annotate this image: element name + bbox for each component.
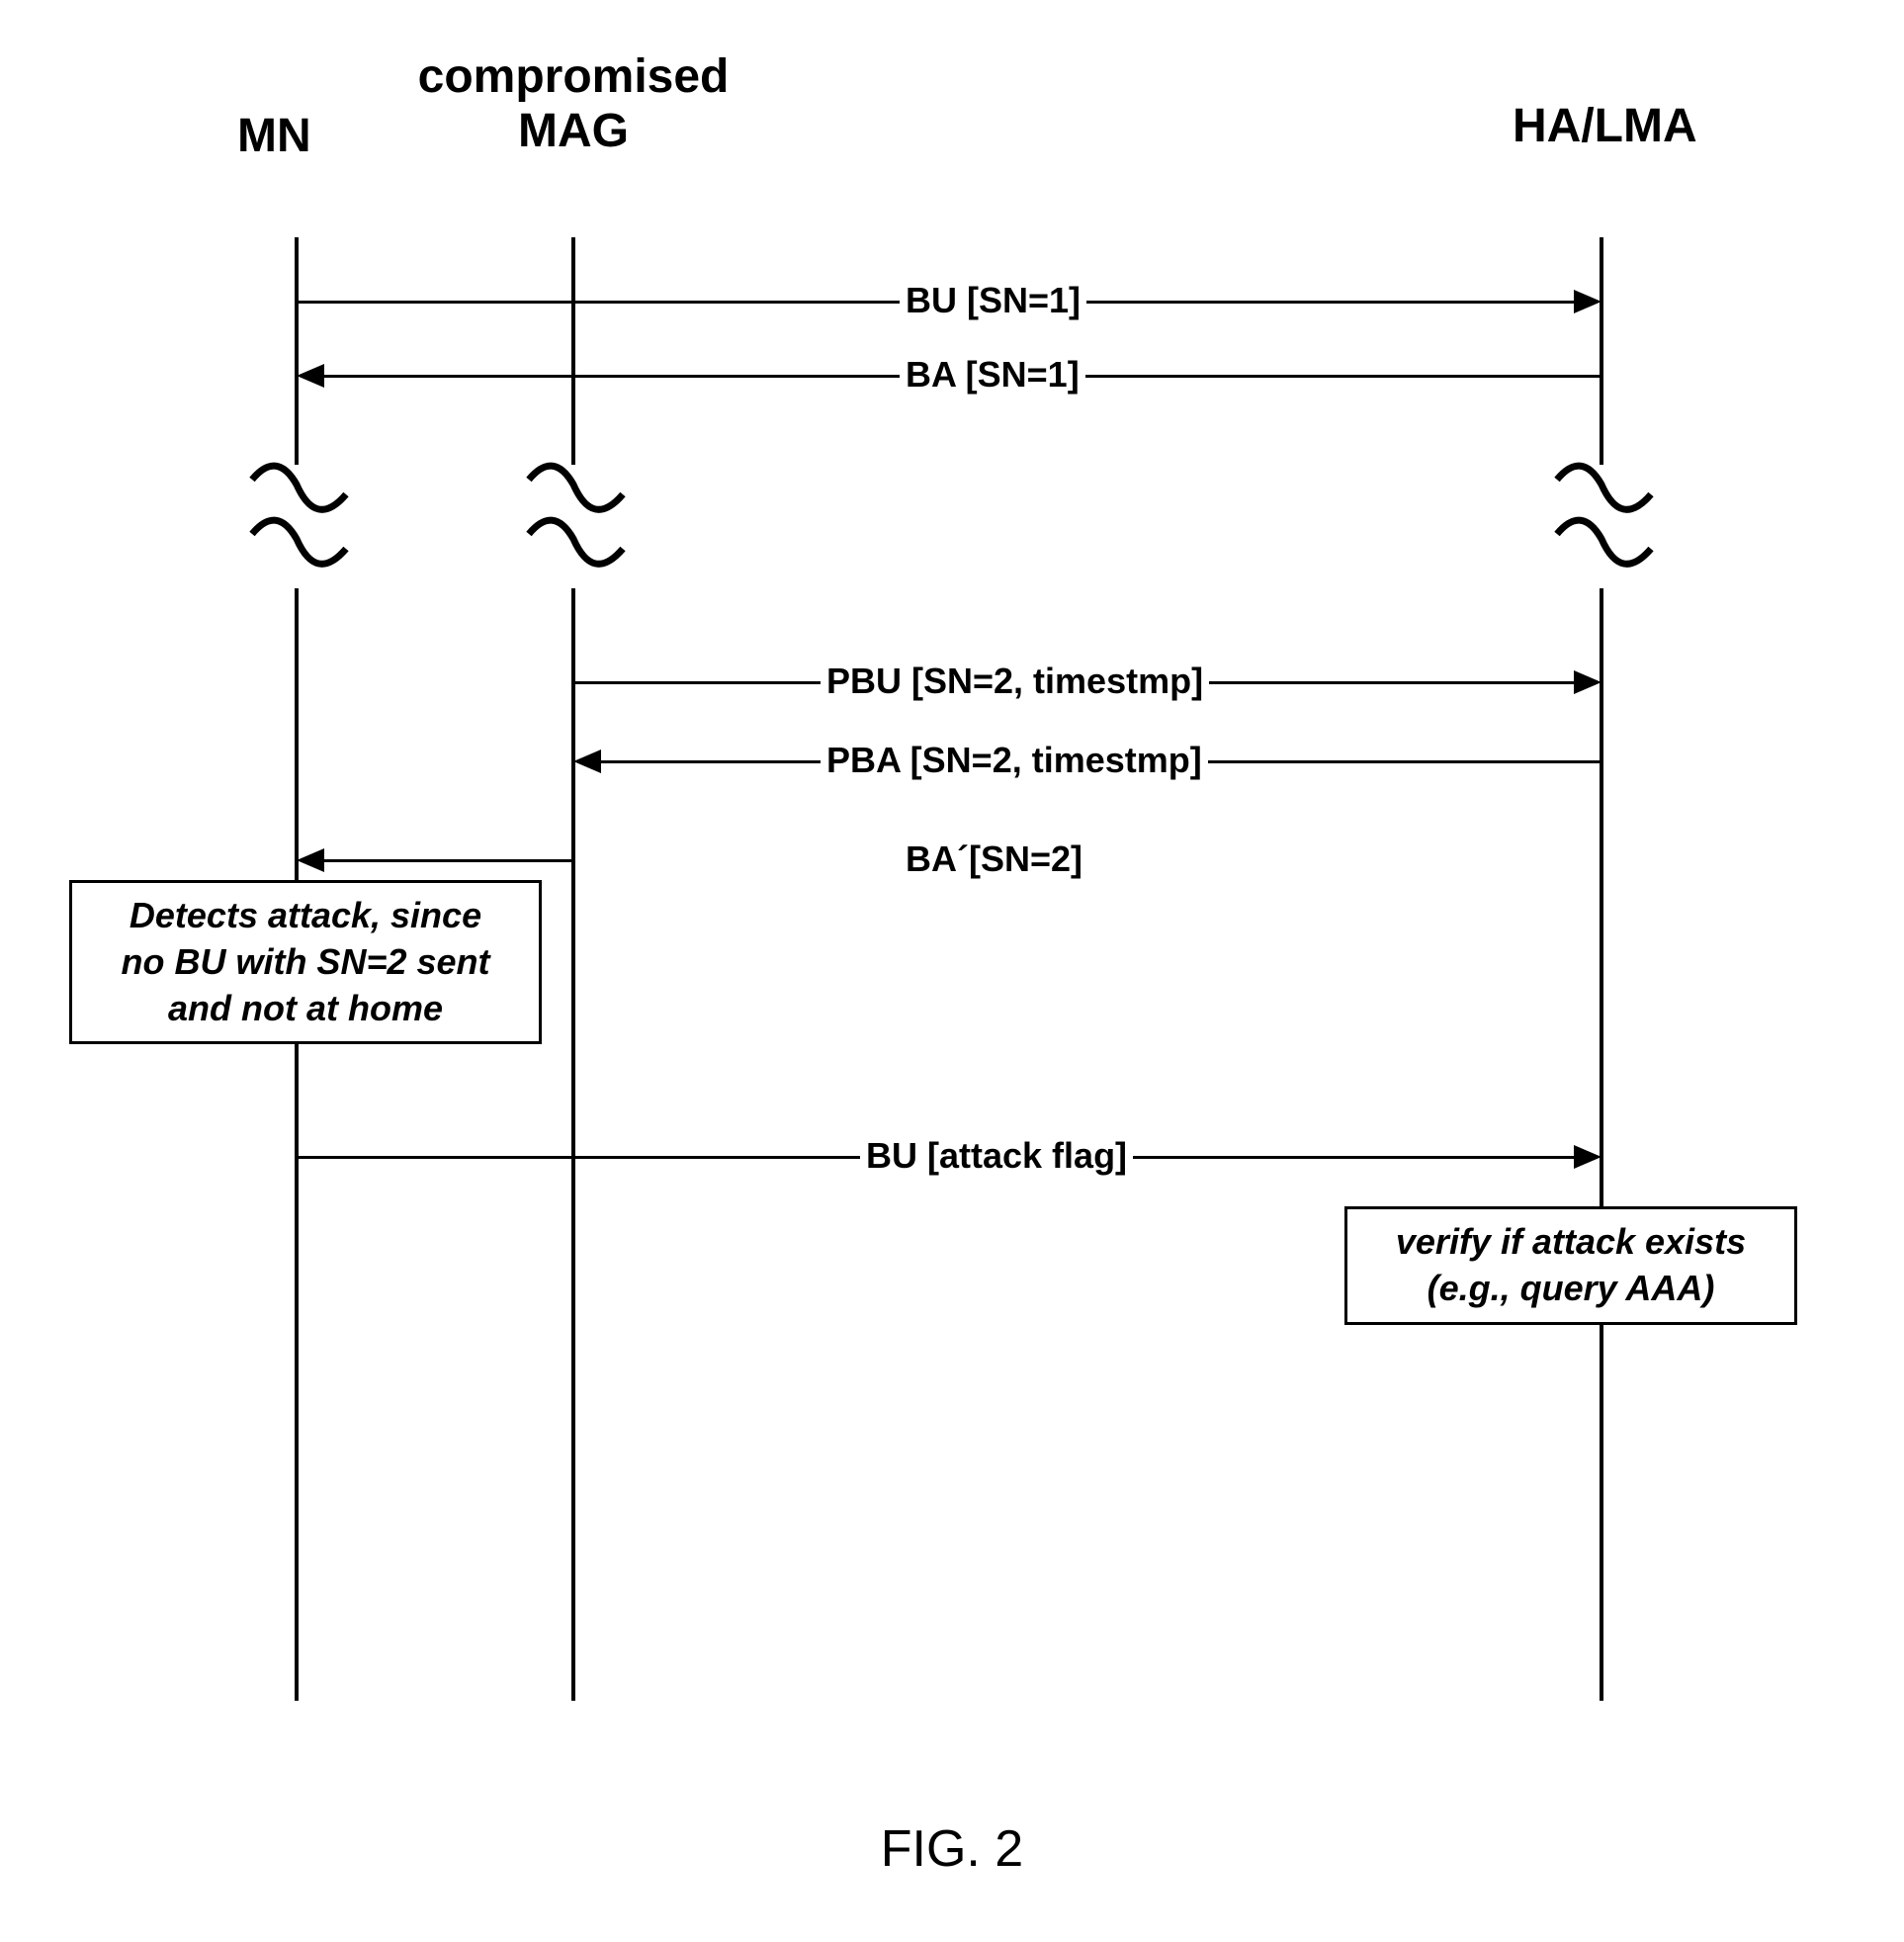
- participant-label-ha: HA/LMA: [1513, 99, 1697, 153]
- arrow-m5: [324, 859, 573, 862]
- note-mn-line1: Detects attack, since: [130, 895, 481, 935]
- lifeline-ha-top: [1600, 237, 1603, 465]
- figure-caption: FIG. 2: [881, 1819, 1023, 1879]
- arrow-head-m1: [1574, 290, 1601, 313]
- note-mn: Detects attack, since no BU with SN=2 se…: [69, 880, 542, 1044]
- note-ha-line2: (e.g., query AAA): [1428, 1268, 1715, 1308]
- note-mn-line2: no BU with SN=2 sent: [121, 941, 489, 982]
- arrow-head-m6: [1574, 1145, 1601, 1169]
- gap-squiggle-ha: [1542, 445, 1671, 583]
- arrow-head-m2: [297, 364, 324, 388]
- arrow-head-m4: [573, 750, 601, 773]
- msg-label-m4: PBA [SN=2, timestmp]: [821, 740, 1208, 781]
- lifeline-mag-top: [571, 237, 575, 465]
- gap-squiggle-mag: [514, 445, 643, 583]
- figure-container: MN compromised MAG HA/LMA BU [SN=1] BA […: [40, 40, 1864, 1902]
- msg-label-m5: BA´[SN=2]: [900, 839, 1088, 880]
- msg-label-m2: BA [SN=1]: [900, 354, 1085, 396]
- gap-squiggle-mn: [237, 445, 366, 583]
- lifeline-mn-bottom: [295, 588, 299, 1701]
- note-ha-line1: verify if attack exists: [1396, 1221, 1746, 1262]
- arrow-head-m5: [297, 848, 324, 872]
- note-ha: verify if attack exists (e.g., query AAA…: [1344, 1206, 1797, 1325]
- note-mn-line3: and not at home: [168, 988, 443, 1028]
- participant-label-mn: MN: [237, 109, 311, 163]
- msg-label-m3: PBU [SN=2, timestmp]: [821, 661, 1209, 702]
- lifeline-mn-top: [295, 237, 299, 465]
- participant-label-mag: compromised MAG: [395, 49, 751, 158]
- msg-label-m1: BU [SN=1]: [900, 280, 1086, 321]
- arrow-head-m3: [1574, 670, 1601, 694]
- msg-label-m6: BU [attack flag]: [860, 1135, 1133, 1177]
